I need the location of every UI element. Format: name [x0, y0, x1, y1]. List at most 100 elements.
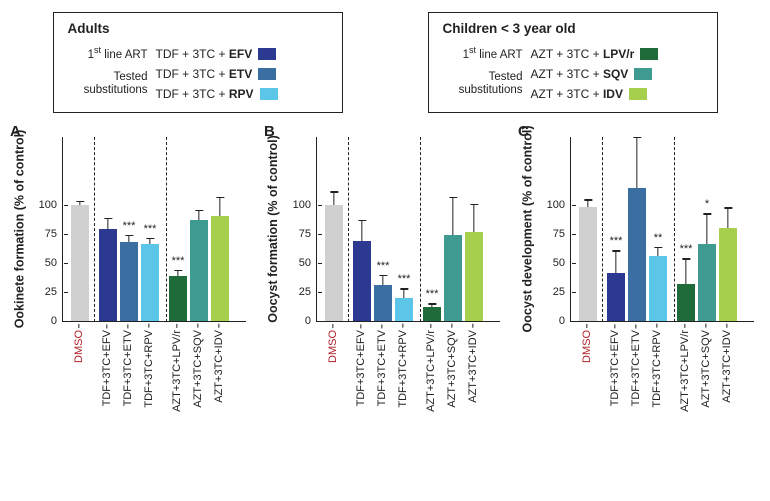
swatch-idv: [629, 88, 647, 100]
x-label: TDF+3TC+EFV: [609, 330, 621, 406]
y-tick: 75: [553, 228, 571, 240]
swatch-etv: [258, 68, 276, 80]
error-bar: [403, 288, 404, 297]
x-labels: DMSOTDF+3TC+EFVTDF+3TC+ETVTDF+3TC+RPVAZT…: [316, 324, 500, 444]
x-label: TDF+3TC+RPV: [397, 330, 409, 408]
error-bar: [382, 275, 383, 285]
bar-etv: ***: [374, 285, 392, 321]
y-axis-label: Oocyst formation (% of control): [266, 137, 280, 322]
bar-sqv: *: [698, 244, 716, 320]
error-bar: [727, 207, 728, 228]
legend-children-title: Children < 3 year old: [443, 19, 703, 40]
x-label: AZT+3TC+IDV: [721, 330, 733, 403]
plot-area: 0255075100*********: [316, 137, 500, 322]
y-tick: 75: [45, 228, 63, 240]
x-label: TDF+3TC+RPV: [651, 330, 663, 408]
x-label: TDF+3TC+ETV: [630, 330, 642, 406]
x-label: AZT+3TC+LPV/r: [425, 330, 437, 412]
x-label: AZT+3TC+SQV: [192, 330, 204, 408]
significance-marker: ***: [172, 256, 185, 267]
group-divider: [674, 137, 675, 322]
x-label: TDF+3TC+RPV: [143, 330, 155, 408]
x-label: TDF+3TC+EFV: [355, 330, 367, 406]
error-bar: [587, 199, 588, 207]
x-label: AZT+3TC+LPV/r: [171, 330, 183, 412]
bar-dmso: [325, 205, 343, 321]
significance-marker: ***: [426, 289, 439, 300]
swatch-lpvr: [640, 48, 658, 60]
legend-children-firstline-label: 1st line ART: [443, 44, 531, 65]
chart-panel-B: BOocyst formation (% of control)02550751…: [262, 123, 508, 453]
chart-panel-A: AOokinete formation (% of control)025507…: [8, 123, 254, 453]
significance-marker: ***: [680, 244, 693, 255]
legend-adults-firstline-label: 1st line ART: [68, 44, 156, 65]
x-labels: DMSO TDF+3TC+EFV TDF+3TC+ETV TDF+3TC+RPV AZT…: [570, 324, 754, 444]
significance-marker: ***: [144, 224, 157, 235]
error-bar: [219, 197, 220, 216]
y-tick: 25: [553, 286, 571, 298]
chart-panel-C: COocyst development (% of control)025507…: [516, 123, 762, 453]
legend-row: Adults 1st line ART TDF + 3TC + EFV Test…: [0, 0, 770, 123]
bar-lpvr: ***: [169, 276, 187, 321]
bar-idv: [211, 216, 229, 321]
legend-adults: Adults 1st line ART TDF + 3TC + EFV Test…: [53, 12, 343, 113]
legend-children-idv-text: AZT + 3TC + IDV: [531, 85, 623, 104]
swatch-rpv: [260, 88, 278, 100]
plot-area: 0255075100*********: [62, 137, 246, 322]
plot-area: 0255075100*********: [570, 137, 754, 322]
x-label: DMSO: [327, 330, 339, 363]
group-divider: [420, 137, 421, 322]
bar-efv: [99, 229, 117, 320]
legend-adults-etv-text: TDF + 3TC + ETV: [156, 65, 253, 84]
legend-children-sqv-text: AZT + 3TC + SQV: [531, 65, 629, 84]
y-tick: 100: [547, 199, 571, 211]
group-divider: [166, 137, 167, 322]
bar-sqv: [444, 235, 462, 321]
error-bar: [198, 210, 199, 220]
error-bar: [128, 235, 129, 242]
y-tick: 25: [45, 286, 63, 298]
bar-rpv: ***: [395, 298, 413, 321]
y-tick: 50: [45, 257, 63, 269]
error-bar: [473, 204, 474, 232]
group-divider: [348, 137, 349, 322]
significance-marker: ***: [610, 236, 623, 247]
y-tick: 100: [293, 199, 317, 211]
error-bar: [149, 238, 150, 245]
legend-children: Children < 3 year old 1st line ART AZT +…: [428, 12, 718, 113]
bar-idv: [719, 228, 737, 321]
error-bar: [431, 303, 432, 306]
x-label: TDF+3TC+EFV: [101, 330, 113, 406]
y-tick: 50: [553, 257, 571, 269]
x-label: TDF+3TC+ETV: [122, 330, 134, 406]
significance-marker: **: [654, 233, 663, 244]
error-bar: [177, 270, 178, 276]
y-tick: 25: [299, 286, 317, 298]
bar-rpv: **: [649, 256, 667, 321]
bar-efv: [353, 241, 371, 321]
y-axis-label: Oocyst development (% of control): [520, 137, 534, 322]
bar-sqv: [190, 220, 208, 321]
error-bar: [333, 191, 334, 205]
significance-marker: ***: [398, 274, 411, 285]
legend-adults-title: Adults: [68, 19, 328, 40]
significance-marker: *: [705, 199, 709, 210]
legend-adults-rpv-text: TDF + 3TC + RPV: [156, 85, 254, 104]
bar-idv: [465, 232, 483, 321]
error-bar: [361, 220, 362, 241]
bar-dmso: [71, 205, 89, 321]
x-label: AZT+3TC+IDV: [213, 330, 225, 403]
x-label: AZT+3TC+LPV/r: [679, 330, 691, 412]
bar-dmso: [579, 207, 597, 320]
significance-marker: ***: [123, 221, 136, 232]
legend-adults-subs-label: Testedsubstitutions: [68, 71, 156, 97]
x-labels: DMSOTDF+3TC+EFVTDF+3TC+ETVTDF+3TC+RPVAZT…: [62, 324, 246, 444]
error-bar: [657, 247, 658, 256]
bar-etv: [628, 188, 646, 321]
x-label: DMSO: [581, 330, 593, 363]
bar-lpvr: ***: [423, 307, 441, 321]
legend-children-subs-label: Testedsubstitutions: [443, 71, 531, 97]
swatch-sqv: [634, 68, 652, 80]
error-bar: [706, 213, 707, 244]
y-tick: 50: [299, 257, 317, 269]
